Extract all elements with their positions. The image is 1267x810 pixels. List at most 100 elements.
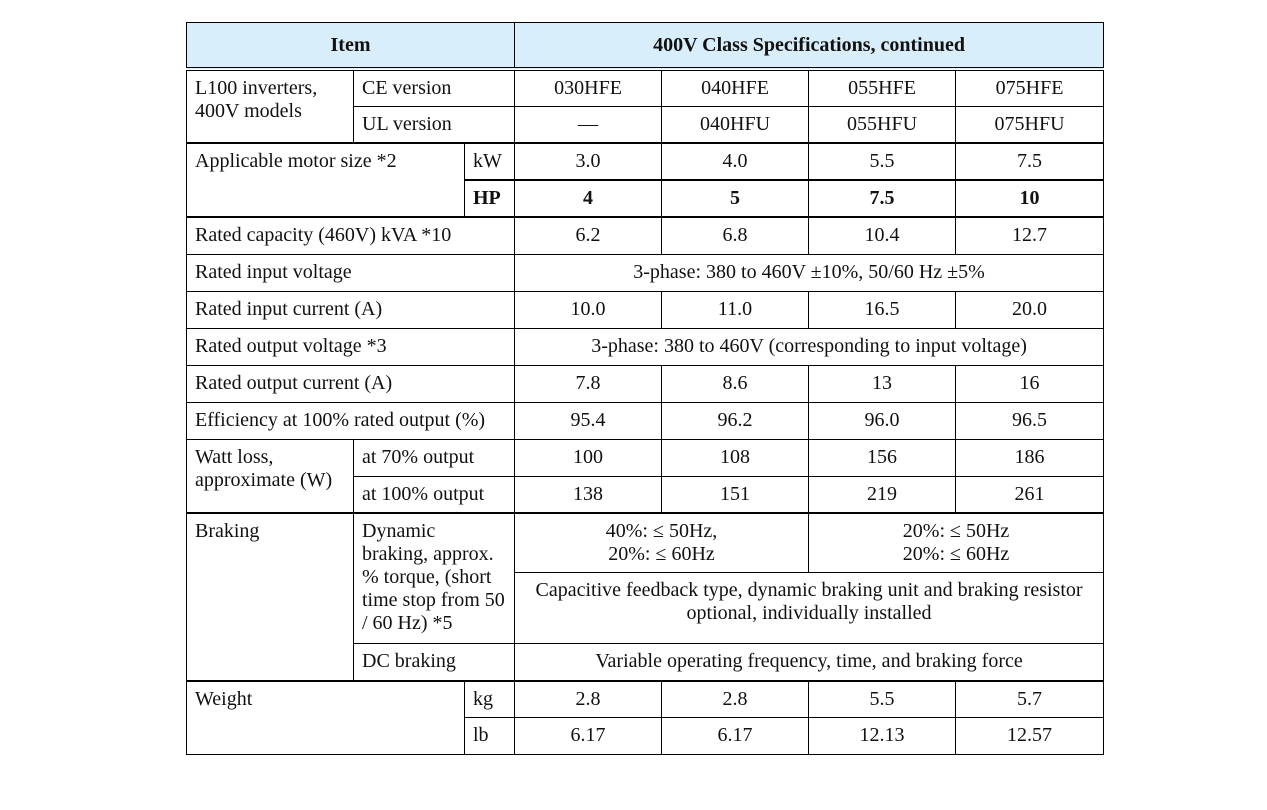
capacity-value-2: 6.8 (661, 216, 810, 255)
ul-model-4: 075HFU (955, 105, 1105, 144)
watt-loss-70-value-1: 100 (514, 438, 663, 477)
input-current-value-2: 11.0 (661, 290, 810, 329)
kg-value-4: 5.7 (955, 679, 1105, 718)
watt-loss-100-value-4: 261 (955, 475, 1105, 514)
header-item: Item (185, 22, 516, 70)
braking-feedback-row: Capacitive feedback type, dynamic brakin… (187, 572, 1105, 644)
ul-model-1: — (514, 105, 663, 144)
header-row: Item 400V Class Specifications, continue… (185, 22, 1105, 70)
input-current-label: Rated input current (A) (185, 290, 516, 329)
hp-value-1: 4 (514, 179, 663, 218)
dynamic-braking-left: 40%: ≤ 50Hz, 20%: ≤ 60Hz (514, 512, 810, 573)
input-voltage-label: Rated input voltage (185, 253, 516, 292)
dynamic-braking-left-line-1: 40%: ≤ 50Hz, (605, 520, 718, 542)
output-voltage-row: Rated output voltage *3 3-phase: 380 to … (185, 327, 1105, 366)
ce-model-3: 055HFE (808, 68, 957, 107)
input-current-row: Rated input current (A) 10.0 11.0 16.5 2… (185, 290, 1105, 329)
hp-value-3: 7.5 (808, 179, 957, 218)
efficiency-value-2: 96.2 (661, 401, 810, 440)
watt-loss-70-value-3: 156 (808, 438, 957, 477)
output-current-value-4: 16 (955, 364, 1105, 403)
ul-model-3: 055HFU (808, 105, 957, 144)
watt-loss-label: Watt loss, approximate (W) (186, 438, 354, 514)
capacity-value-1: 6.2 (514, 216, 663, 255)
kw-unit: kW (463, 142, 516, 181)
watt-loss-100-value-3: 219 (808, 475, 957, 514)
efficiency-row: Efficiency at 100% rated output (%) 95.4… (185, 401, 1105, 440)
hp-value-4: 10 (955, 179, 1105, 218)
kw-value-2: 4.0 (661, 142, 810, 181)
dynamic-braking-left-line-2: 20%: ≤ 60Hz (608, 543, 715, 565)
braking-dynamic-row: Braking Dynamic braking, approx. % torqu… (186, 512, 1105, 681)
lb-value-1: 6.17 (514, 717, 663, 755)
capacity-row: Rated capacity (460V) kVA *10 6.2 6.8 10… (185, 216, 1105, 255)
efficiency-value-1: 95.4 (514, 401, 663, 440)
hp-value-2: 5 (661, 179, 810, 218)
capacity-value-3: 10.4 (808, 216, 957, 255)
dynamic-braking-right-line-2: 20%: ≤ 60Hz (902, 543, 1010, 565)
dc-braking-value: Variable operating frequency, time, and … (514, 643, 1105, 681)
watt-loss-100-value-2: 151 (661, 475, 810, 514)
motor-hp-row: HP 4 5 7.5 10 (187, 179, 1105, 218)
watt-loss-100-value-1: 138 (514, 475, 663, 514)
capacity-value-4: 12.7 (955, 216, 1105, 255)
kw-value-3: 5.5 (808, 142, 957, 181)
dynamic-braking-right: 20%: ≤ 50Hz 20%: ≤ 60Hz (808, 512, 1105, 573)
watt-loss-70-row: Watt loss, approximate (W) at 70% output… (186, 438, 1105, 514)
efficiency-value-4: 96.5 (955, 401, 1105, 440)
lb-value-3: 12.13 (808, 717, 957, 755)
weight-lb-row: lb 6.17 6.17 12.13 12.57 (187, 717, 1105, 755)
input-current-value-3: 16.5 (808, 290, 957, 329)
weight-kg-row: Weight kg 2.8 2.8 5.5 5.7 (186, 679, 1105, 755)
dc-braking-row: DC braking Variable operating frequency,… (187, 643, 1105, 681)
hp-unit: HP (463, 179, 516, 218)
ul-version-label: UL version (352, 105, 516, 144)
output-current-value-2: 8.6 (661, 364, 810, 403)
ce-version-row: L100 inverters, 400V models CE version 0… (186, 68, 1105, 144)
ce-model-4: 075HFE (955, 68, 1105, 107)
kw-value-1: 3.0 (514, 142, 663, 181)
lb-value-4: 12.57 (955, 717, 1105, 755)
lb-value-2: 6.17 (661, 717, 810, 755)
output-current-label: Rated output current (A) (185, 364, 516, 403)
kg-value-1: 2.8 (514, 679, 663, 718)
dynamic-braking-label: Dynamic braking, approx. % torque, (shor… (352, 512, 516, 644)
motor-size-label: Applicable motor size *2 (186, 142, 465, 218)
ul-version-row: UL version — 040HFU 055HFU 075HFU (187, 105, 1105, 144)
ul-model-2: 040HFU (661, 105, 810, 144)
watt-loss-100-label: at 100% output (352, 475, 516, 514)
output-voltage-label: Rated output voltage *3 (185, 327, 516, 366)
ce-version-label: CE version (352, 68, 516, 107)
kg-value-3: 5.5 (808, 679, 957, 718)
input-current-value-4: 20.0 (955, 290, 1105, 329)
efficiency-value-3: 96.0 (808, 401, 957, 440)
dc-braking-label: DC braking (352, 643, 516, 681)
watt-loss-100-row: at 100% output 138 151 219 261 (187, 475, 1105, 514)
weight-label: Weight (186, 679, 465, 755)
spec-table: Item 400V Class Specifications, continue… (185, 22, 1105, 755)
kg-unit: kg (463, 679, 516, 718)
watt-loss-70-value-2: 108 (661, 438, 810, 477)
lb-unit: lb (463, 717, 516, 755)
braking-label: Braking (186, 512, 354, 681)
watt-loss-70-label: at 70% output (352, 438, 516, 477)
dynamic-braking-right-line-1: 20%: ≤ 50Hz (902, 520, 1010, 542)
input-current-value-1: 10.0 (514, 290, 663, 329)
kg-value-2: 2.8 (661, 679, 810, 718)
output-current-value-3: 13 (808, 364, 957, 403)
ce-model-2: 040HFE (661, 68, 810, 107)
output-voltage-value: 3-phase: 380 to 460V (corresponding to i… (514, 327, 1105, 366)
input-voltage-value: 3-phase: 380 to 460V ±10%, 50/60 Hz ±5% (514, 253, 1105, 292)
input-voltage-row: Rated input voltage 3-phase: 380 to 460V… (185, 253, 1105, 292)
models-label: L100 inverters, 400V models (186, 68, 354, 144)
header-spec: 400V Class Specifications, continued (514, 22, 1105, 70)
feedback-braking-value: Capacitive feedback type, dynamic brakin… (514, 572, 1105, 644)
kw-value-4: 7.5 (955, 142, 1105, 181)
watt-loss-70-value-4: 186 (955, 438, 1105, 477)
output-current-value-1: 7.8 (514, 364, 663, 403)
efficiency-label: Efficiency at 100% rated output (%) (185, 401, 516, 440)
capacity-label: Rated capacity (460V) kVA *10 (185, 216, 516, 255)
output-current-row: Rated output current (A) 7.8 8.6 13 16 (185, 364, 1105, 403)
motor-kw-row: Applicable motor size *2 kW 3.0 4.0 5.5 … (186, 142, 1105, 218)
ce-model-1: 030HFE (514, 68, 663, 107)
